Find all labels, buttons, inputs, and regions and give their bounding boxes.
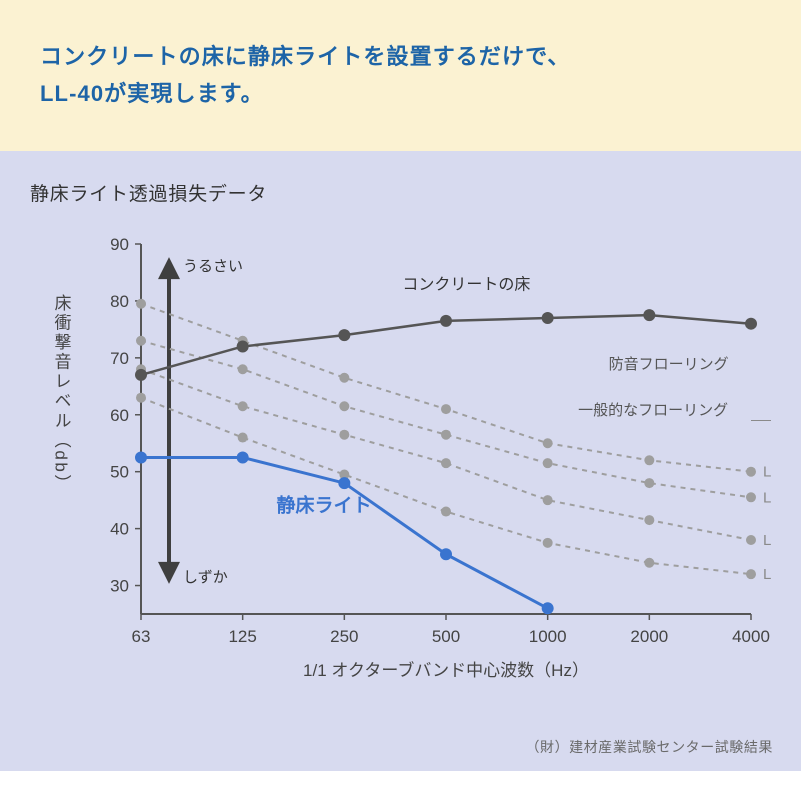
svg-text:125: 125 (228, 627, 256, 646)
svg-text:30: 30 (110, 576, 129, 595)
svg-text:静床ライト: 静床ライト (276, 493, 371, 516)
svg-text:1000: 1000 (528, 627, 566, 646)
svg-text:2000: 2000 (630, 627, 668, 646)
svg-text:80: 80 (110, 292, 129, 311)
svg-text:L-55: L-55 (763, 463, 771, 480)
svg-text:1/1 オクターブバンド中心波数（Hz）: 1/1 オクターブバンド中心波数（Hz） (303, 660, 589, 680)
svg-text:L-45: L-45 (763, 532, 771, 549)
chart-subtitle: 静床ライト透過損失データ (30, 179, 771, 206)
plot-svg: 30 40 50 60 70 80 90 63 125 250 500 1000 2000 4000 床衝撃… (31, 224, 771, 694)
svg-text:L-40: L-40 (763, 566, 771, 583)
banner: コンクリートの床に静床ライトを設置するだけで、 LL-40が実現します。 (0, 0, 801, 151)
svg-text:500: 500 (431, 627, 459, 646)
plot: 30 40 50 60 70 80 90 63 125 250 500 1000 2000 4000 床衝撃… (31, 224, 771, 694)
svg-text:250: 250 (330, 627, 358, 646)
svg-text:L-50: L-50 (763, 489, 771, 506)
svg-text:床衝撃音レベル（db）: 床衝撃音レベル（db） (51, 294, 71, 494)
svg-text:防音フローリング: 防音フローリング (608, 356, 728, 373)
svg-text:40: 40 (110, 519, 129, 538)
banner-text: コンクリートの床に静床ライトを設置するだけで、 LL-40が実現します。 (40, 38, 761, 113)
footer-note: （財）建材産業試験センター試験結果 (525, 737, 773, 757)
svg-text:一般的なフローリング: 一般的なフローリング (578, 402, 728, 419)
chart-area: 静床ライト透過損失データ 30 40 50 60 70 80 90 63 125 250 500 10… (0, 151, 801, 771)
svg-text:70: 70 (110, 349, 129, 368)
svg-text:90: 90 (110, 235, 129, 254)
svg-text:60: 60 (110, 406, 129, 425)
banner-line1: コンクリートの床に静床ライトを設置するだけで、 (40, 44, 570, 69)
banner-line2: LL-40が実現します。 (40, 81, 264, 106)
svg-text:うるさい: うるさい (183, 258, 243, 275)
svg-text:しずか: しずか (183, 569, 228, 586)
svg-text:4000: 4000 (732, 627, 770, 646)
svg-text:50: 50 (110, 462, 129, 481)
svg-text:63: 63 (131, 627, 150, 646)
svg-text:コンクリートの床: コンクリートの床 (402, 275, 530, 293)
